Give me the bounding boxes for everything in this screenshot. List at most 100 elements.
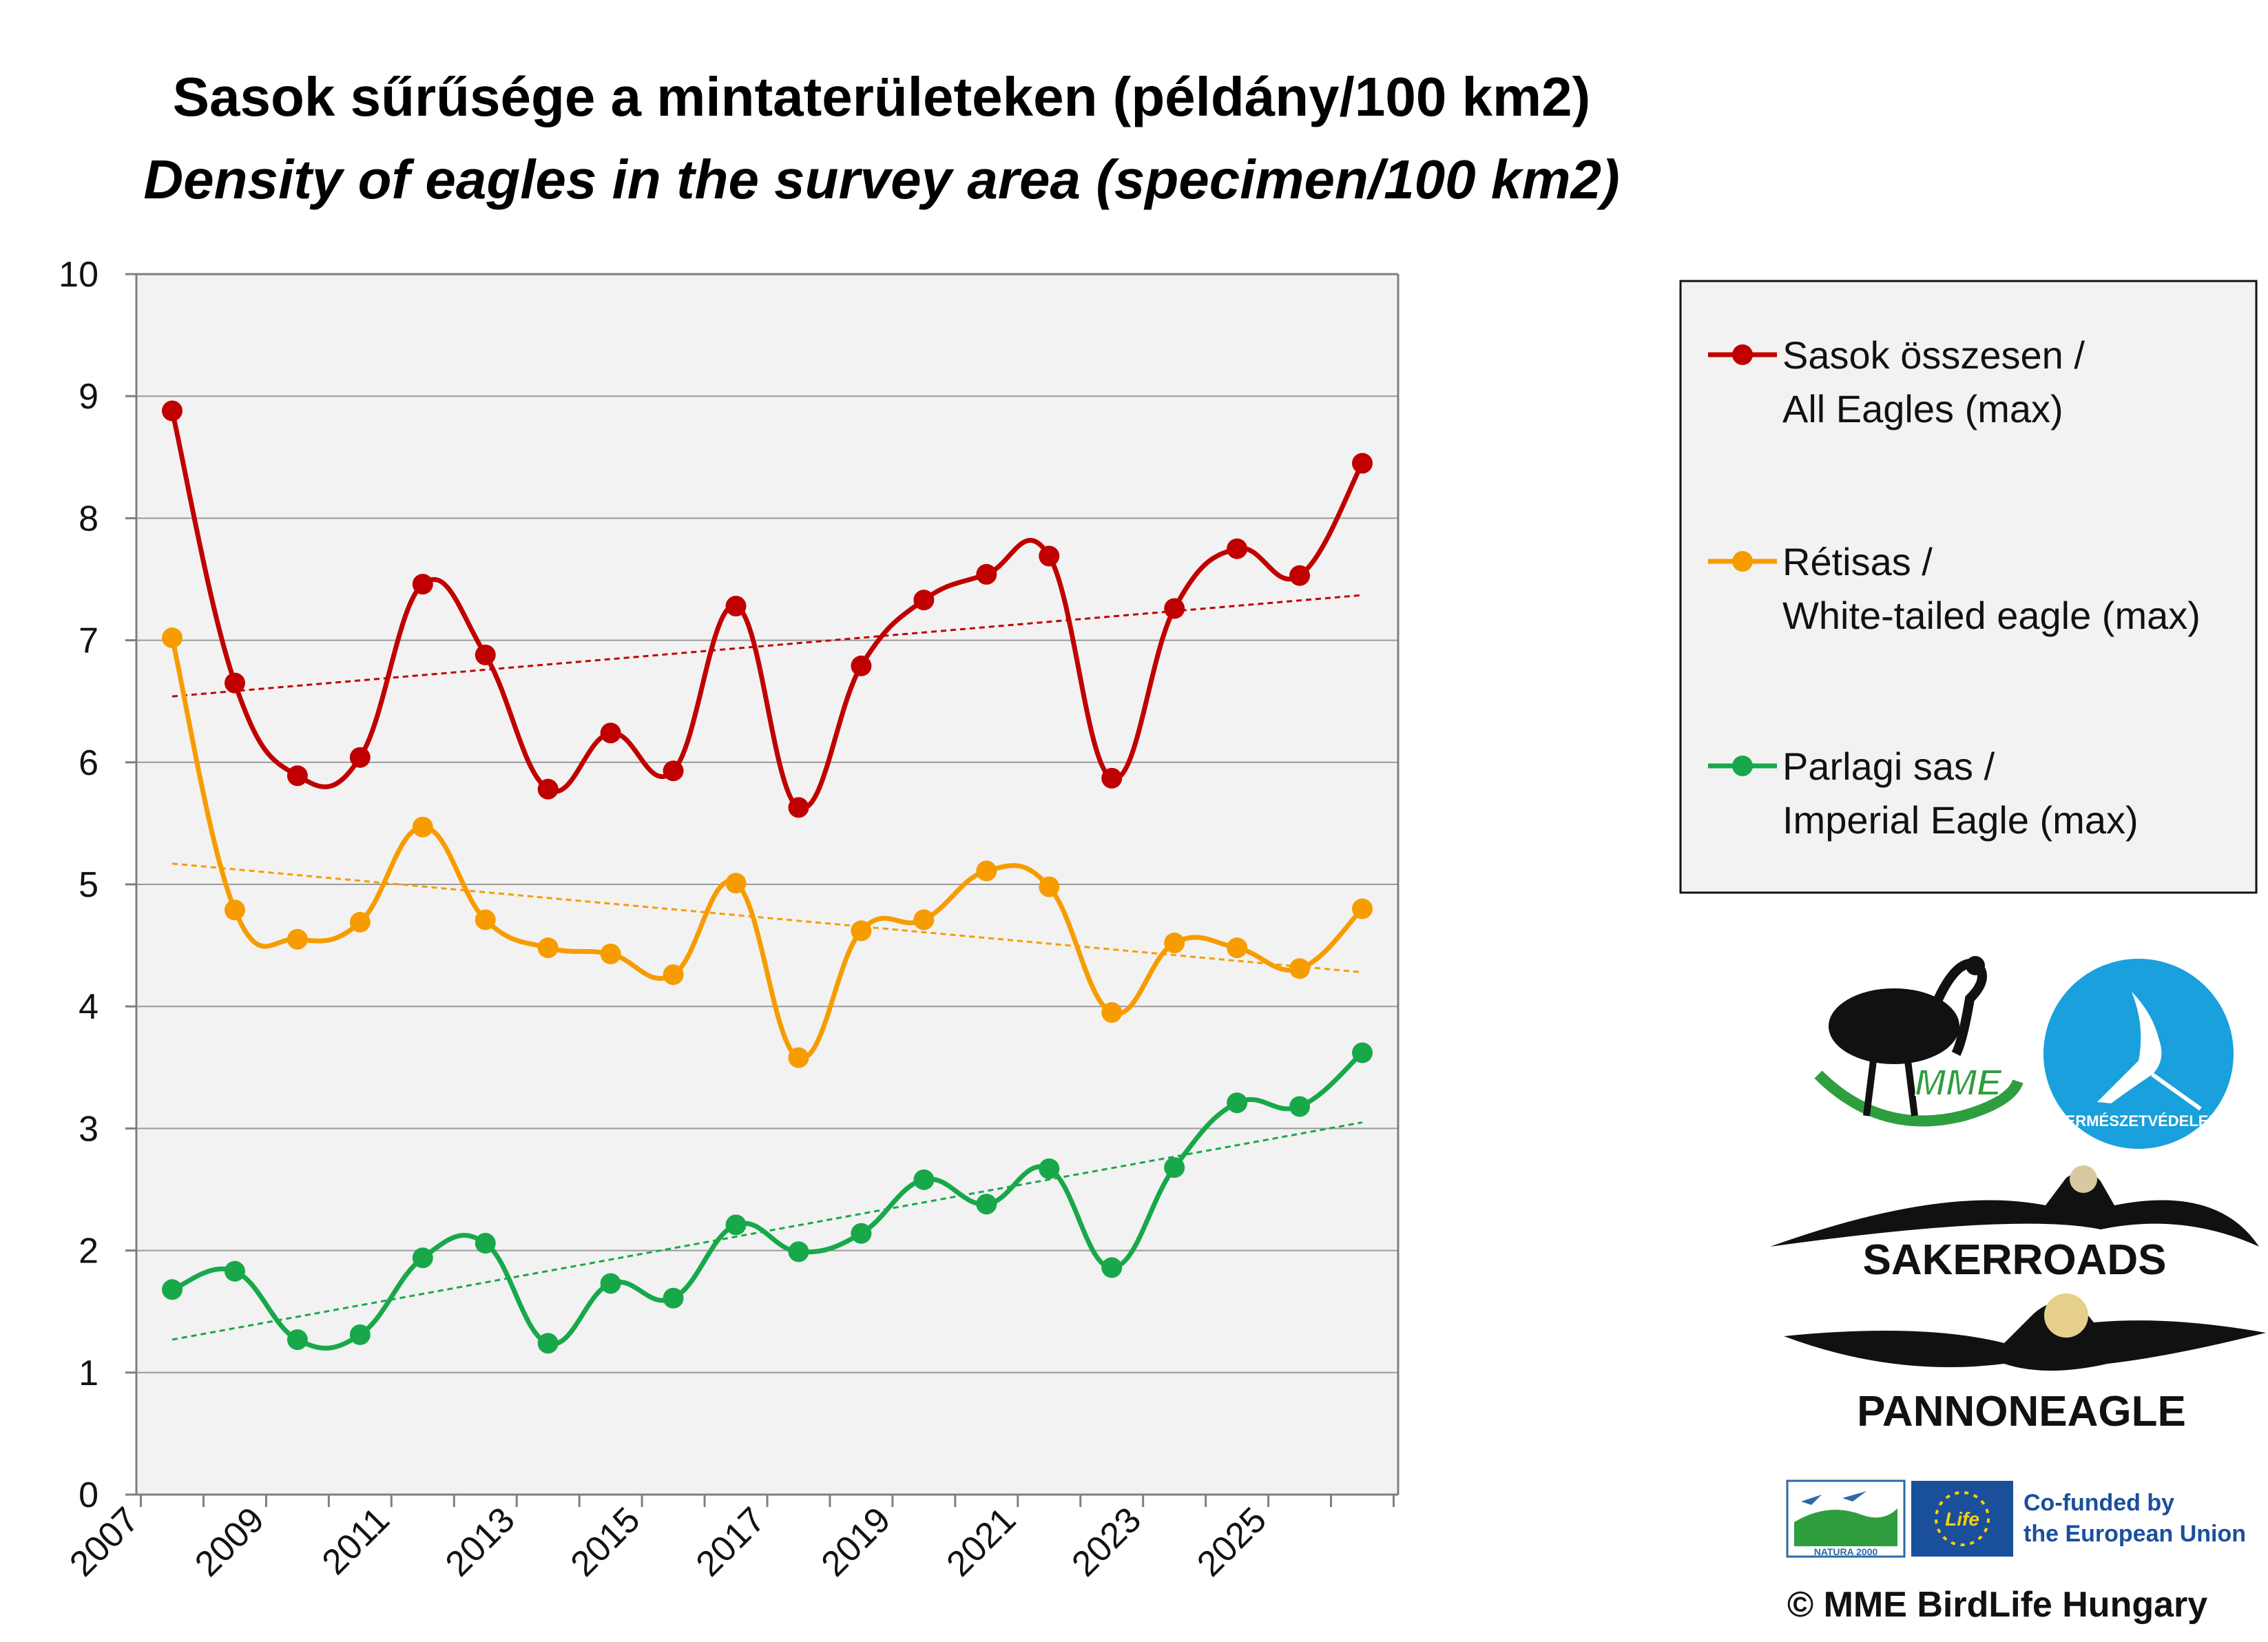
data-series <box>162 400 1373 1354</box>
data-point <box>287 1329 308 1350</box>
data-point <box>1101 767 1123 789</box>
x-tick-label: 2011 <box>315 1499 397 1582</box>
data-point <box>412 1247 433 1269</box>
sakerroads-eagle-head-icon <box>2070 1165 2097 1193</box>
y-tick-label: 9 <box>79 377 98 417</box>
y-tick-label: 10 <box>59 255 98 295</box>
legend-marker <box>1732 344 1753 365</box>
legend-label: Rétisas / <box>1782 540 1933 583</box>
data-point <box>913 590 935 611</box>
data-point <box>1164 598 1185 619</box>
x-tick-label: 2025 <box>1189 1499 1274 1584</box>
data-point <box>475 644 496 665</box>
data-point <box>851 920 872 942</box>
mme-logo-bird-leg <box>1904 1060 1918 1116</box>
y-tick-label: 8 <box>79 499 98 539</box>
sakerroads-logo-text: SAKERROADS <box>1863 1236 2167 1284</box>
data-point <box>1101 1002 1123 1023</box>
data-point <box>725 595 747 616</box>
termeszetvedelem-logo-text: TERMÉSZETVÉDELEM <box>2056 1112 2221 1130</box>
data-point <box>224 1260 245 1282</box>
mme-logo: MME <box>1814 956 2023 1127</box>
data-point <box>976 563 997 585</box>
pannoneagle-logo: PANNONEAGLE <box>1784 1293 2266 1435</box>
cofunded-text-line1: Co-funded by <box>2023 1490 2174 1516</box>
heron-icon <box>2097 992 2162 1103</box>
y-tick-label: 4 <box>79 987 98 1027</box>
data-point <box>537 937 559 959</box>
y-tick-label: 1 <box>79 1353 98 1393</box>
series-line <box>169 637 1364 1061</box>
data-point <box>663 1287 684 1309</box>
pannoneagle-eagle-head-icon <box>2044 1293 2088 1338</box>
legend-label: Parlagi sas / <box>1782 745 1995 788</box>
sakerroads-eagle-icon <box>1770 1172 2259 1247</box>
x-tick-label: 2021 <box>939 1499 1023 1584</box>
data-point <box>600 944 621 965</box>
natura-logo-landscape <box>1794 1508 1897 1546</box>
data-point <box>976 860 997 882</box>
heron-icon-leg <box>2151 1072 2202 1111</box>
data-point <box>349 911 371 933</box>
data-point <box>1039 1158 1060 1179</box>
data-point <box>663 760 684 782</box>
data-point <box>1289 565 1311 586</box>
data-point <box>224 672 245 694</box>
cofunded-text-line2: the European Union <box>2023 1521 2246 1547</box>
y-tick-label: 7 <box>79 621 98 661</box>
trend-line <box>171 594 1363 698</box>
gridlines <box>136 395 1398 1373</box>
legend-marker <box>1732 756 1753 776</box>
mme-logo-bird-head <box>1966 956 1985 975</box>
data-point <box>788 1047 809 1068</box>
series-1 <box>162 627 1373 1068</box>
legend: Sasok összesen / All Eagles (max) Rétisas … <box>1679 280 2258 894</box>
series-2 <box>162 1042 1373 1354</box>
y-tick-label: 2 <box>79 1232 98 1271</box>
sakerroads-logo: SAKERROADS <box>1770 1165 2259 1284</box>
data-point <box>162 1279 183 1300</box>
data-point <box>162 627 183 649</box>
data-point <box>976 1194 997 1215</box>
eu-stars-icon <box>1935 1491 1990 1546</box>
legend-marker <box>1732 551 1753 572</box>
pannoneagle-logo-text: PANNONEAGLE <box>1857 1388 2186 1435</box>
chart-title-hungarian: Sasok sűrűsége a mintaterületeken (példá… <box>172 66 1591 127</box>
x-tick-label: 2019 <box>814 1499 899 1584</box>
data-point <box>851 1223 872 1244</box>
mme-logo-bird-neck <box>1931 958 1987 1057</box>
x-tick-labels: 2007 2009 2011 2013 2015 2017 2019 2021 2023 2025 <box>62 1495 1395 1584</box>
data-point <box>537 778 559 800</box>
y-tick-label: 5 <box>79 865 98 905</box>
life-logo-text: Life <box>1945 1508 1979 1530</box>
data-point <box>287 765 308 787</box>
x-tick-label: 2015 <box>563 1499 648 1584</box>
data-point <box>1352 453 1373 474</box>
y-tick-label: 0 <box>79 1475 98 1515</box>
data-point <box>788 797 809 818</box>
chart-title-english: Density of eagles in the survey area (sp… <box>143 149 1620 210</box>
data-point <box>1227 937 1248 959</box>
data-point <box>1352 898 1373 919</box>
x-tick-label: 2023 <box>1064 1499 1149 1584</box>
mme-logo-text: MME <box>1915 1062 2003 1103</box>
series-0 <box>162 400 1373 818</box>
copyright-notice: © MME BirdLife Hungary <box>1787 1585 2208 1625</box>
pannoneagle-eagle-icon <box>1784 1302 2266 1371</box>
mme-logo-bird-body <box>1829 988 1959 1064</box>
mme-logo-arc <box>1814 1070 2023 1127</box>
data-point <box>1164 1157 1185 1178</box>
natura-logo: NATURA 2000 <box>1786 1479 1906 1558</box>
data-point <box>663 964 684 986</box>
data-point <box>1289 1096 1311 1117</box>
data-point <box>1227 538 1248 559</box>
data-point <box>287 928 308 950</box>
y-tick-label: 6 <box>79 743 98 783</box>
trend-line <box>171 1121 1363 1341</box>
data-point <box>537 1333 559 1354</box>
termeszetvedelem-logo: TERMÉSZETVÉDELEM <box>2043 959 2234 1149</box>
data-point <box>1227 1092 1248 1114</box>
data-point <box>349 1324 371 1345</box>
life-logo: Life <box>1911 1481 2013 1557</box>
data-point <box>475 909 496 931</box>
